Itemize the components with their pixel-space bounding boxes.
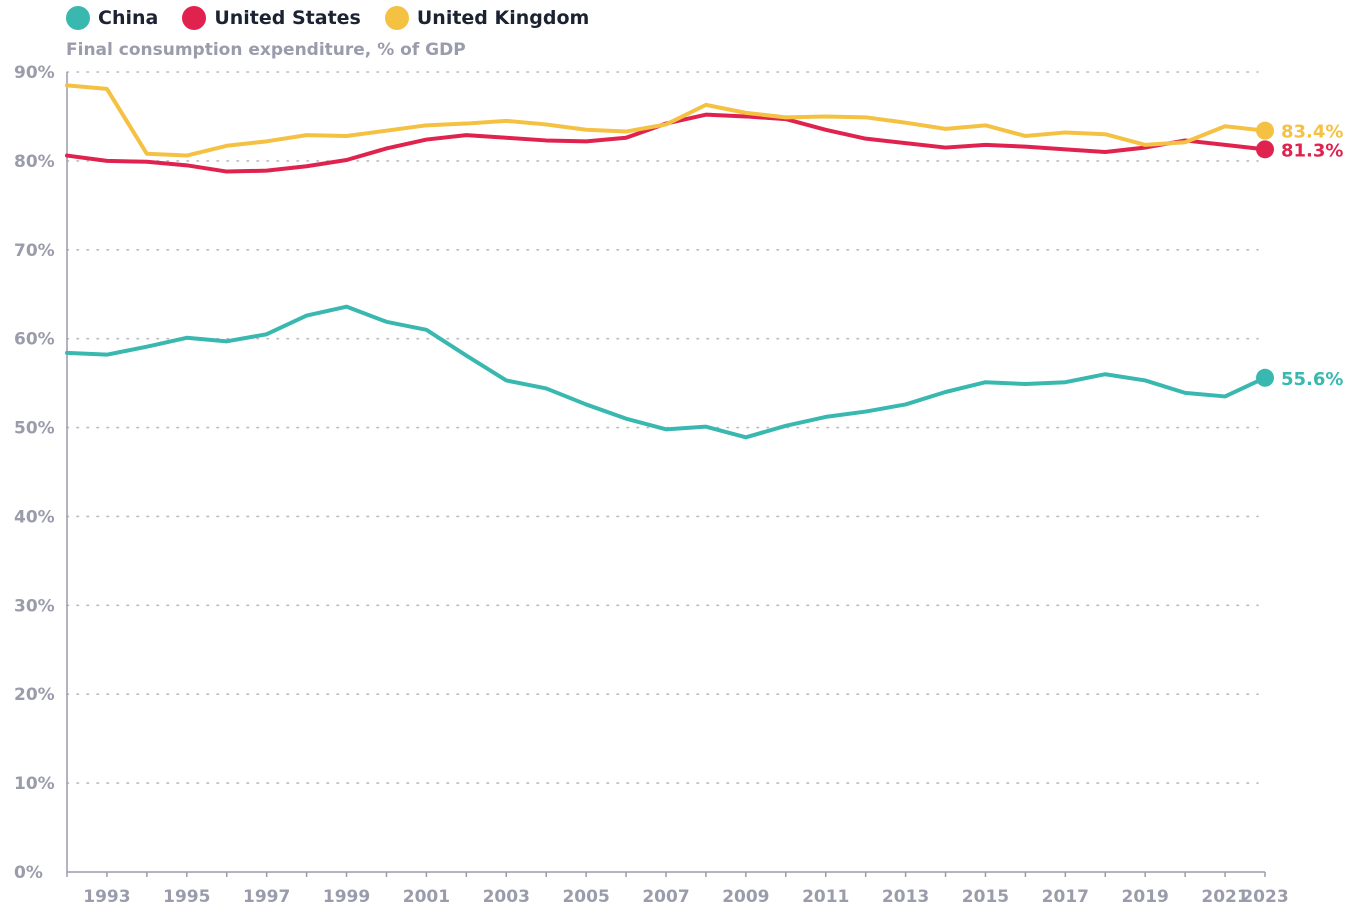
x-tick-label: 2013 — [882, 887, 929, 907]
legend-label-china: China — [98, 7, 159, 29]
y-tick-label: 20% — [14, 685, 55, 705]
x-tick-label: 1999 — [323, 887, 370, 907]
x-tick-label: 1993 — [83, 887, 130, 907]
x-tick-label: 2023 — [1241, 887, 1288, 907]
end-point-0 — [1256, 368, 1274, 387]
y-tick-label: 10% — [14, 774, 55, 794]
x-tick-label: 2001 — [403, 887, 450, 907]
x-tick-label: 2005 — [562, 887, 609, 907]
x-tick-label: 2021 — [1201, 887, 1248, 907]
y-tick-label: 70% — [14, 241, 55, 261]
end-point-2 — [1256, 121, 1274, 140]
legend-swatch-china — [66, 6, 90, 30]
y-tick-label: 50% — [14, 419, 55, 439]
end-value-label-1: 81.3% — [1281, 140, 1343, 161]
x-tick-label: 1995 — [163, 887, 210, 907]
legend-item-united-kingdom: United Kingdom — [384, 6, 590, 30]
y-tick-label: 80% — [14, 152, 55, 172]
y-tick-label: 40% — [14, 507, 55, 527]
x-tick-label: 2009 — [722, 887, 769, 907]
legend-item-china: China — [66, 6, 158, 30]
x-tick-label: 2019 — [1122, 887, 1169, 907]
end-value-label-2: 83.4% — [1281, 122, 1343, 143]
x-tick-label: 2007 — [642, 887, 689, 907]
y-tick-label: 0% — [14, 863, 43, 883]
x-tick-label: 2003 — [483, 887, 530, 907]
legend-swatch-united-kingdom — [384, 6, 409, 30]
legend: China United States United Kingdom — [66, 6, 589, 30]
y-tick-label: 30% — [14, 596, 55, 616]
legend-label-united-states: United States — [214, 7, 361, 29]
series-line-2 — [65, 83, 1267, 158]
legend-swatch-united-states — [182, 6, 207, 30]
series-line-0 — [65, 304, 1267, 440]
y-tick-label: 90% — [14, 63, 55, 83]
x-tick-label: 2015 — [962, 887, 1009, 907]
legend-label-united-kingdom: United Kingdom — [416, 7, 590, 29]
end-value-label-0: 55.6% — [1281, 369, 1343, 390]
end-point-1 — [1256, 140, 1274, 159]
legend-item-united-states: United States — [182, 6, 361, 30]
x-tick-label: 2011 — [802, 887, 849, 907]
chart-subtitle: Final consumption expenditure, % of GDP — [66, 40, 466, 60]
x-tick-label: 2017 — [1042, 887, 1089, 907]
x-tick-label: 1997 — [243, 887, 290, 907]
y-tick-label: 60% — [14, 330, 55, 350]
